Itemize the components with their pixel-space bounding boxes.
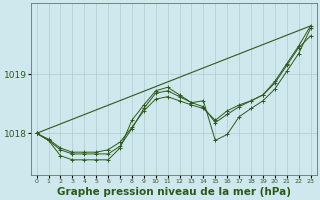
X-axis label: Graphe pression niveau de la mer (hPa): Graphe pression niveau de la mer (hPa) [57,187,291,197]
